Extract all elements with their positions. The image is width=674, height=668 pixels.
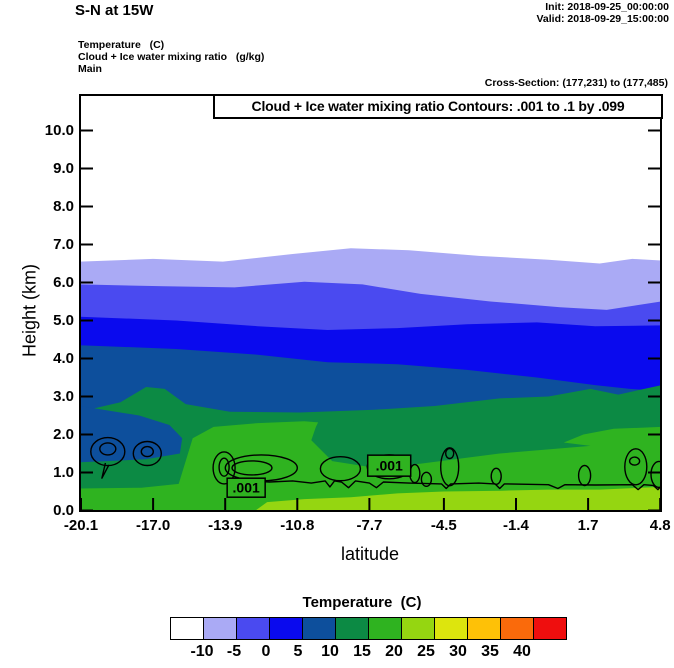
x-tick-label: -4.5 — [430, 517, 457, 534]
x-tick-label: 1.7 — [577, 517, 599, 534]
colorbar-cell — [534, 618, 566, 639]
y-tick-label: 3.0 — [53, 387, 74, 405]
x-tick-label: -17.0 — [135, 517, 171, 534]
y-tick-label: 5.0 — [53, 311, 74, 329]
colorbar-cell — [270, 618, 303, 639]
cloud-contour-line — [132, 440, 163, 467]
cloud-contour-line — [319, 456, 362, 482]
init-timestamp: Init: 2018-09-25_00:00:00 — [545, 1, 669, 13]
colorbar-cell — [336, 618, 369, 639]
temperature-field: .001 .001 — [80, 95, 661, 511]
y-tick-label: 4.0 — [53, 349, 74, 367]
page-title: S-N at 15W — [75, 2, 154, 19]
x-tick-label: -13.9 — [208, 517, 243, 534]
colorbar-cell — [369, 618, 402, 639]
colorbar-tick-label: -5 — [226, 643, 242, 660]
field-temperature: Temperature (C) — [78, 39, 165, 51]
colorbar-tick-label: 5 — [293, 643, 303, 660]
colorbar-tick-label: 30 — [449, 643, 467, 660]
field-list: Temperature (C) Cloud + Ice water mixing… — [78, 39, 264, 75]
colorbar-cell — [501, 618, 534, 639]
cross-section-plot: .001 .001 — [79, 94, 662, 512]
colorbar-cell — [171, 618, 204, 639]
cloud-contour-line — [239, 479, 661, 491]
y-tick-label: 7.0 — [53, 235, 74, 253]
colorbar-title: Temperature (C) — [302, 594, 422, 611]
cloud-contour-line — [445, 447, 455, 460]
colorbar-cell — [435, 618, 468, 639]
x-tick-label: -1.4 — [503, 517, 529, 534]
colorbar-tick-label: 25 — [417, 643, 435, 660]
colorbar-tick-label: -10 — [190, 643, 214, 660]
y-tick-label: 6.0 — [53, 273, 74, 291]
colorbar-tick-label: 20 — [385, 643, 403, 660]
cloud-contour-line — [218, 457, 230, 477]
valid-timestamp: Valid: 2018-09-29_15:00:00 — [536, 13, 669, 25]
y-tick-label: 8.0 — [53, 197, 74, 215]
cloud-contour-line — [99, 442, 117, 456]
cloud-contour-line — [628, 456, 641, 466]
cloud-contour-line — [140, 445, 155, 458]
run-timestamps: Init: 2018-09-25_00:00:00 Valid: 2018-09… — [536, 1, 669, 25]
colorbar-tick-label: 35 — [481, 643, 499, 660]
x-tick-label: -7.7 — [356, 517, 383, 534]
y-tick-label: 0.0 — [53, 501, 74, 519]
field-cloud-ice-mixing-ratio: Cloud + Ice water mixing ratio (g/kg) — [78, 51, 265, 63]
colorbar-cell — [468, 618, 501, 639]
colorbar-cell — [303, 618, 336, 639]
colorbar — [170, 617, 567, 640]
contour-label-text: .001 — [376, 458, 403, 474]
y-tick-label: 1.0 — [53, 463, 74, 481]
contour-info-box: Cloud + Ice water mixing ratio Contours:… — [213, 94, 663, 119]
contour-label-box — [366, 454, 412, 477]
y-tick-label: 2.0 — [53, 425, 74, 443]
colorbar-tick-label: 15 — [353, 643, 371, 660]
colorbar-cell — [402, 618, 435, 639]
x-tick-label: -20.1 — [63, 517, 99, 534]
cloud-contour-line — [231, 460, 273, 476]
low-level-cool-pocket — [80, 406, 183, 463]
y-tick-label: 9.0 — [53, 159, 74, 177]
cloud-contour-line — [101, 462, 110, 479]
y-tick-label: 10.0 — [44, 121, 74, 139]
colorbar-cell — [204, 618, 237, 639]
contour-label-box — [226, 477, 266, 498]
colorbar-cell — [237, 618, 270, 639]
cloud-contour-line — [420, 471, 433, 487]
x-axis-label: latitude — [340, 544, 400, 564]
contour-label-text: .001 — [233, 480, 260, 496]
x-tick-label: -10.8 — [280, 517, 315, 534]
x-tick-label: 4.8 — [649, 517, 671, 534]
model-name: Main — [78, 63, 102, 75]
colorbar-tick-label: 10 — [321, 643, 339, 660]
cross-section-coords: Cross-Section: (177,231) to (177,485) — [484, 77, 668, 89]
cloud-contour-line — [624, 448, 648, 486]
cloud-contour-line — [212, 451, 236, 485]
colorbar-tick-label: 0 — [261, 643, 271, 660]
colorbar-tick-label: 40 — [513, 643, 531, 660]
